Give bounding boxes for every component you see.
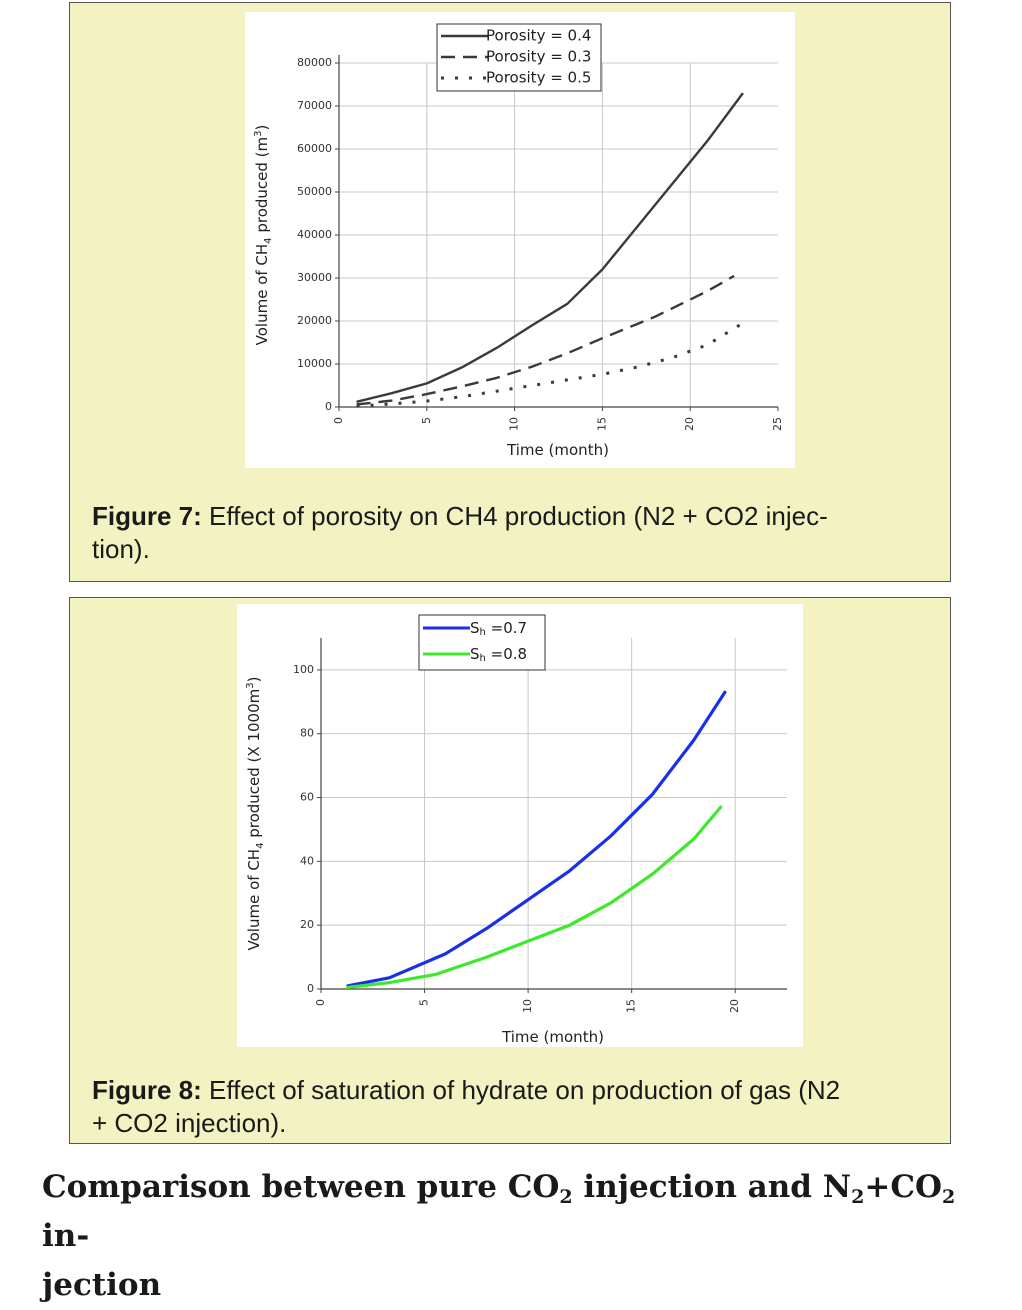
- y-tick-label: 40000: [297, 228, 332, 241]
- x-tick-label: 10: [521, 999, 534, 1013]
- figure-7-panel: 0 5 10 15 20 25 0 10000 20000 30000 40000 50000 6000…: [69, 2, 951, 582]
- x-tick-label: 15: [625, 999, 638, 1013]
- x-tick-label: 15: [595, 417, 608, 431]
- legend-label-part: S: [470, 619, 480, 637]
- legend-label-part: =0.8: [486, 645, 527, 663]
- legend-label-part: =0.7: [486, 619, 527, 637]
- figure-7-caption: Figure 7: Effect of porosity on CH4 prod…: [92, 500, 932, 566]
- y-axis-label-part: produced (X 1000m: [245, 689, 263, 843]
- x-tick-label: 10: [508, 417, 521, 431]
- y-tick-label: 70000: [297, 99, 332, 112]
- y-tick-label: 100: [293, 663, 314, 676]
- y-tick-label: 30000: [297, 271, 332, 284]
- y-tick-label: 60: [300, 791, 314, 804]
- series-line-solid: [356, 92, 744, 403]
- heading-part: injection and N: [572, 1169, 852, 1205]
- heading-subscript: 2: [942, 1186, 956, 1208]
- y-tick-label: 80000: [297, 56, 332, 69]
- x-axis-label: Time (month): [506, 441, 609, 459]
- legend-label-subscript: h: [480, 627, 486, 638]
- series-line-dot: [356, 321, 744, 408]
- x-tick-label: 20: [728, 999, 741, 1013]
- y-axis-label-part: 3: [245, 682, 256, 688]
- x-tick-label: 5: [420, 417, 433, 424]
- y-axis-label-part: 4: [255, 843, 266, 849]
- legend-label-part: S: [470, 645, 480, 663]
- x-axis-label: Time (month): [501, 1028, 604, 1046]
- series-line: [346, 805, 723, 989]
- figure-7-caption-label: Figure 7:: [92, 501, 202, 531]
- legend-box: [418, 614, 546, 671]
- heading-part: in-: [42, 1218, 90, 1254]
- figure-8-caption-line2: + CO2 injection).: [92, 1108, 287, 1138]
- series-line: [346, 690, 727, 988]
- y-tick-label: 50000: [297, 185, 332, 198]
- heading-part: +CO: [864, 1169, 942, 1205]
- heading-line2: jection: [42, 1267, 162, 1303]
- y-tick-label: 0: [307, 982, 314, 995]
- legend: Porosity = 0.4 Porosity = 0.3 Porosity = 0…: [436, 23, 602, 92]
- y-axis-label-part: 3: [253, 131, 264, 137]
- heading-subscript: 2: [559, 1186, 573, 1208]
- y-tick-label: 60000: [297, 142, 332, 155]
- legend: Sh =0.7Sh =0.8: [418, 614, 546, 671]
- figure-7-chart: 0 5 10 15 20 25 0 10000 20000 30000 40000 50000 6000…: [253, 23, 784, 459]
- legend-label: Sh =0.7: [470, 619, 527, 639]
- figure-8-caption-label: Figure 8:: [92, 1075, 202, 1105]
- y-tick-label: 20: [300, 918, 314, 931]
- y-tick-label: 80: [300, 727, 314, 740]
- figure-8-caption-line1: Effect of saturation of hydrate on produ…: [201, 1075, 841, 1105]
- y-tick-label: 0: [325, 400, 332, 413]
- legend-label: Porosity = 0.4: [486, 27, 591, 45]
- y-axis-label-part: produced (m: [253, 137, 271, 238]
- figure-7-caption-line1: Effect of porosity on CH4 production (N2…: [201, 501, 828, 531]
- figure-8-chart: 0 5 10 15 20 0 20 40 60 80 100 Time (month) Volume o…: [245, 614, 787, 1046]
- heading-part: Comparison between pure CO: [42, 1169, 560, 1205]
- y-tick-label: 20000: [297, 314, 332, 327]
- y-axis-label-part: Volume of CH: [245, 849, 263, 951]
- heading-subscript: 2: [851, 1186, 865, 1208]
- y-axis-label: Volume of CH4 produced (X 1000m3): [245, 677, 266, 951]
- legend-label: Porosity = 0.5: [486, 69, 591, 87]
- section-heading: Comparison between pure CO2 injection an…: [42, 1163, 992, 1310]
- y-axis-label-part: 4: [263, 237, 274, 243]
- legend-label: Porosity = 0.3: [486, 48, 591, 66]
- legend-label-subscript: h: [480, 653, 486, 664]
- figure-8-caption: Figure 8: Effect of saturation of hydrat…: [92, 1074, 932, 1140]
- figure-7-chart-area: 0 5 10 15 20 25 0 10000 20000 30000 40000 50000 6000…: [245, 12, 795, 468]
- y-axis-label: Volume of CH4 produced (m3): [253, 125, 274, 346]
- legend-label: Sh =0.8: [470, 645, 527, 665]
- y-tick-label: 10000: [297, 357, 332, 370]
- y-axis-label-part: Volume of CH: [253, 244, 271, 346]
- x-tick-label: 0: [332, 417, 345, 424]
- x-tick-label: 20: [683, 417, 696, 431]
- x-tick-label: 0: [314, 999, 327, 1006]
- figure-7-caption-line2: tion).: [92, 534, 150, 564]
- y-tick-label: 40: [300, 854, 314, 867]
- figure-8-chart-area: 0 5 10 15 20 0 20 40 60 80 100 Time (month) Volume o…: [237, 604, 803, 1047]
- y-axis-label-part: ): [253, 125, 271, 131]
- y-axis-label-part: ): [245, 677, 263, 683]
- x-tick-label: 5: [418, 999, 431, 1006]
- x-tick-label: 25: [771, 417, 784, 431]
- series-line-dash: [356, 274, 735, 406]
- figure-8-panel: 0 5 10 15 20 0 20 40 60 80 100 Time (month) Volume o…: [69, 597, 951, 1144]
